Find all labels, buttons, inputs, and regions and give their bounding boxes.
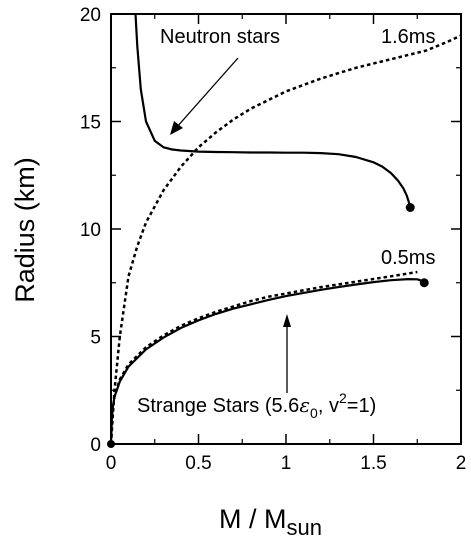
series-endpoint-dot [419,278,429,288]
y-tick-label: 10 [80,220,101,241]
y-tick-label: 0 [90,435,101,456]
strange-label-sup2: 2 [339,390,347,406]
y-tick-label: 20 [80,5,101,26]
y-axis-title: Radius (km) [10,157,40,303]
x-axis-title-main: M / M [219,504,287,534]
x-axis-title: M / Msun [219,504,322,540]
y-tick-label: 5 [90,328,101,349]
strange-label-epsilon: ε [299,393,310,417]
x-axis-title-subscript: sun [287,515,322,540]
x-tick-label: 0 [106,453,117,474]
strange-label-prefix: Strange Stars (5.6 [137,395,299,417]
plot-frame [110,13,462,445]
annotation-neutron-arrow-line [175,57,239,129]
annotation-1.6ms: 1.6ms [381,26,435,48]
x-tick-label: 2 [456,453,467,474]
annotation-strange-arrowhead [283,314,291,327]
axes-layer [110,13,462,445]
annotation-0.5ms: 0.5ms [381,247,435,269]
series-neutron-stars [134,13,412,208]
strange-label-sub0: 0 [310,405,318,421]
series-layer [107,13,462,448]
series-1.6ms [109,34,462,445]
series-strange-stars [109,278,426,445]
series-0.5ms [109,270,418,445]
x-tick-label: 0.5 [185,453,211,474]
x-tick-label: 1.5 [360,453,386,474]
annotation-neutron-arrowhead [170,121,183,135]
series-endpoint-dot [405,203,415,212]
x-tick-label: 1 [281,453,292,474]
annotation-strange-stars: Strange Stars (5.6ε0, v2=1) [137,390,376,421]
strange-label-mid: , v [318,395,339,417]
strange-label-suffix: =1) [347,395,376,417]
annotation-neutron-stars: Neutron stars [160,26,280,48]
y-tick-label: 15 [80,113,101,134]
